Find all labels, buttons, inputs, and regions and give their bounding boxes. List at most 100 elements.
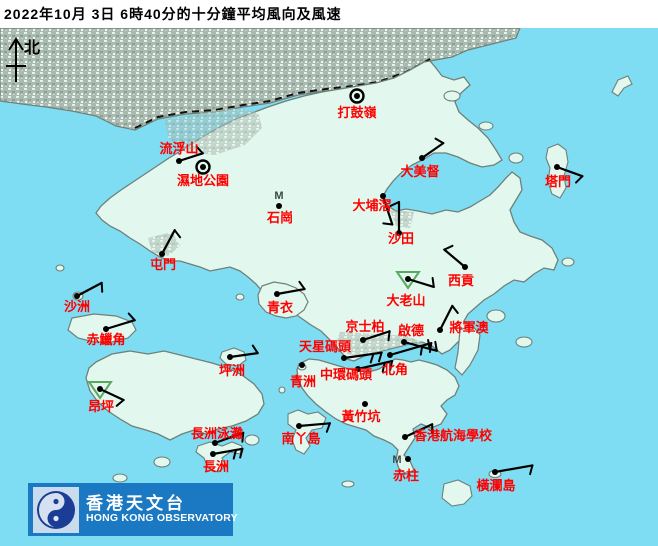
station-tai-mei-tuk: 大美督	[400, 137, 445, 179]
wind-barb-shaft	[342, 351, 383, 360]
wind-barb-feather	[298, 280, 306, 291]
wind-barb-shaft	[177, 152, 204, 163]
wind-barb-shaft	[443, 248, 467, 269]
station-dot	[296, 423, 302, 429]
station-dot	[159, 251, 165, 257]
station-ngong-ping: 昂坪	[87, 381, 125, 414]
station-label: 大老山	[386, 293, 425, 308]
station-dot	[362, 401, 368, 407]
hilltop-triangle-marker	[87, 381, 113, 400]
north-arrow: 北	[6, 37, 40, 82]
wind-barb-shaft	[361, 330, 391, 342]
hko-swirl-icon	[37, 490, 75, 529]
station-star-ferry-pier: 天星碼頭	[299, 339, 383, 364]
wind-barb-shaft	[75, 281, 103, 298]
station-dot	[405, 276, 411, 282]
station-label: 將軍澳	[449, 320, 489, 335]
station-lamma-island: 南丫島	[281, 422, 331, 446]
wind-barb-feather	[431, 277, 435, 288]
station-dot	[200, 164, 206, 170]
station-dot	[227, 354, 233, 360]
wind-barb-shaft	[406, 277, 435, 288]
station-label: 打鼓嶺	[337, 105, 376, 120]
mast-marker-m: M	[274, 190, 283, 202]
station-label: 昂坪	[88, 399, 114, 414]
station-dot	[341, 355, 347, 361]
wind-barb-feather	[195, 145, 204, 155]
station-dot	[97, 386, 103, 392]
station-tap-mun: 塔門	[545, 164, 584, 189]
station-peng-chau: 坪洲	[219, 344, 259, 378]
station-cheung-chau-beach: 長洲泳灘	[191, 426, 245, 446]
hko-name-zh: 香港天文台	[86, 494, 186, 514]
station-label: 石崗	[266, 210, 293, 225]
station-sha-chau: 沙洲	[64, 281, 104, 314]
station-dot	[396, 230, 402, 236]
wind-barb-shaft	[211, 447, 244, 456]
station-dot	[462, 264, 468, 270]
station-ta-kwu-ling: 打鼓嶺	[337, 88, 377, 120]
station-shek-kong: M 石崗	[266, 190, 293, 225]
wind-barb-shaft	[228, 352, 259, 359]
station-waglan-island: 橫瀾島	[476, 464, 534, 493]
station-label: 赤鱲角	[86, 332, 125, 347]
station-label: 青洲	[290, 374, 316, 389]
wind-barb-feather	[419, 344, 424, 356]
border-line	[134, 58, 431, 129]
wind-barb-feather	[381, 361, 386, 373]
station-dot	[387, 352, 393, 358]
shenzhen-land	[0, 27, 521, 131]
wind-barb-feather	[251, 344, 259, 355]
clearwater-bay-peninsula	[454, 324, 481, 376]
station-dot	[380, 193, 386, 199]
wind-barb-feather	[389, 201, 400, 207]
station-green-island: 青洲	[290, 362, 316, 389]
wind-barb-feather	[451, 304, 459, 314]
wind-barb-feather	[173, 229, 182, 239]
station-dot	[276, 203, 282, 209]
wind-barb-shaft	[420, 142, 445, 160]
wind-barb-feather	[575, 175, 584, 184]
station-label: 塔門	[545, 174, 571, 189]
station-tsing-yi: 青衣	[267, 280, 306, 315]
station-chek-lap-kok: 赤鱲角	[86, 312, 136, 347]
station-tseung-kwan-o: 將軍澳	[437, 304, 489, 335]
wind-barb-feather	[529, 464, 534, 476]
station-dot	[299, 362, 305, 368]
wind-barb-feather	[239, 447, 244, 459]
wind-barb-shaft	[403, 423, 434, 439]
hko-logo-banner: 香港天文台 HONG KONG OBSERVATORY	[28, 483, 238, 536]
wind-barb-shaft	[160, 229, 176, 256]
map-title: 2022年10月 3日 6時40分的十分鐘平均風向及風速	[4, 6, 342, 22]
mast-marker-m: M	[392, 454, 401, 466]
station-cheung-chau: 長洲	[203, 447, 244, 474]
wind-barb-shaft	[275, 288, 306, 296]
station-label: 赤柱	[393, 468, 419, 483]
station-label: 北角	[382, 362, 408, 377]
wind-barb-feather	[127, 312, 136, 322]
station-dot	[437, 327, 443, 333]
wind-barb-shaft	[493, 464, 534, 474]
station-dot	[74, 293, 80, 299]
station-dot	[554, 164, 560, 170]
station-sai-kung: 西貢	[443, 244, 474, 288]
station-label: 南丫島	[281, 431, 320, 446]
wind-barb-feather	[241, 431, 245, 443]
station-dot	[405, 456, 411, 462]
station-wong-chuk-hang: 黃竹坑	[340, 401, 381, 424]
station-label: 香港航海學校	[413, 428, 493, 443]
airport-island	[67, 313, 137, 343]
wind-barb-feather	[369, 352, 375, 364]
station-label: 天星碼頭	[299, 339, 352, 354]
wind-barb-shaft	[213, 431, 245, 445]
station-dot	[492, 469, 498, 475]
station-dot	[176, 158, 182, 164]
station-dot	[210, 451, 216, 457]
station-label: 青衣	[267, 300, 293, 315]
station-central-pier: 中環碼頭	[320, 360, 394, 382]
station-label: 沙田	[388, 231, 414, 246]
north-label: 北	[24, 39, 40, 57]
